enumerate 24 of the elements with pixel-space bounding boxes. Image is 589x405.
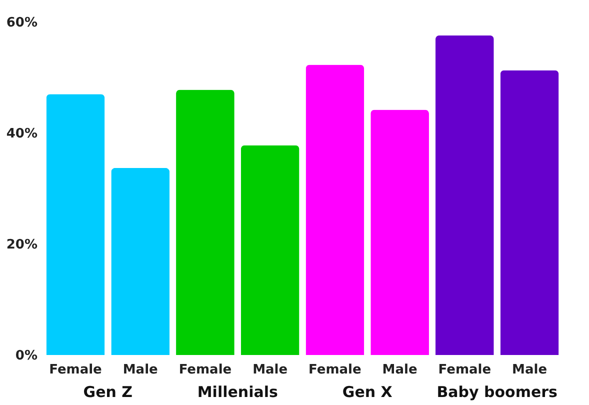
bar: [176, 90, 234, 355]
x-tick-label: Male: [122, 362, 158, 378]
x-tick-label: Female: [49, 362, 102, 378]
x-tick-label: Female: [178, 362, 232, 378]
text: Gen X: [342, 383, 393, 401]
y-tick-label: 60%: [6, 16, 38, 30]
y-tick-label: 40%: [6, 126, 38, 142]
bar: [46, 94, 105, 355]
x-tick-label: Female: [438, 362, 492, 378]
bar: [435, 35, 494, 355]
bar: [111, 168, 170, 355]
y-tick-label: 0%: [15, 348, 38, 364]
x-tick-label: Male: [382, 362, 418, 378]
y-tick-label: 20%: [6, 238, 38, 252]
x-tick-label: Male: [252, 362, 288, 378]
bar: [370, 110, 429, 355]
bar: [240, 145, 300, 355]
x-tick-label: Male: [512, 362, 548, 378]
text: Baby boomers: [436, 383, 558, 401]
x-tick-label: Female: [308, 362, 362, 378]
bar: [306, 64, 364, 355]
bar: [500, 70, 559, 355]
text: Gen Z: [83, 383, 133, 401]
text: Millenials: [197, 383, 278, 401]
